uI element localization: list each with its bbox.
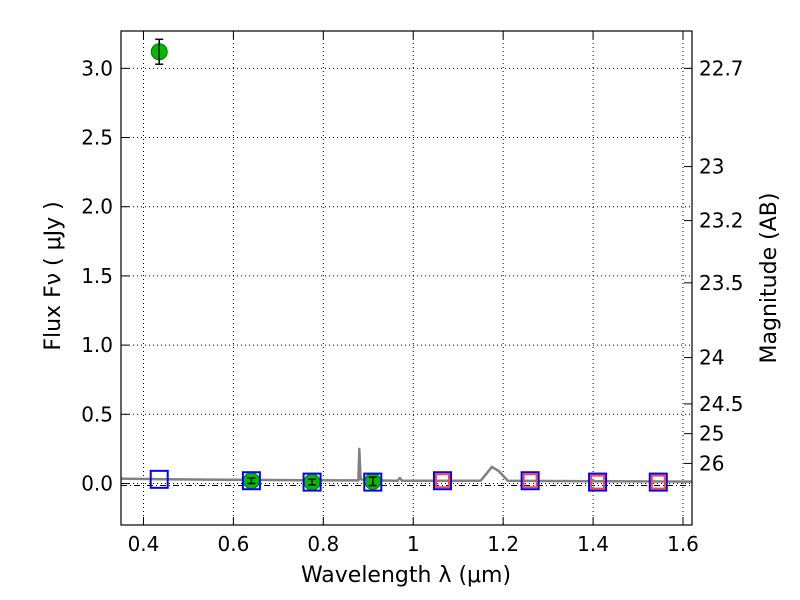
model-flux-square xyxy=(522,473,538,489)
plot-frame xyxy=(120,30,693,526)
model-flux-square xyxy=(650,474,666,490)
observed-flux-square xyxy=(648,472,668,492)
observed-flux-square xyxy=(241,471,261,491)
observed-flux-square xyxy=(149,469,169,489)
y-axis-title: Flux Fν ( μJy ) xyxy=(41,201,66,350)
y2-tick-label: 25 xyxy=(699,422,724,446)
y2-axis-title: Magnitude (AB) xyxy=(757,193,782,364)
y2-tick-label: 22.7 xyxy=(699,56,744,80)
y-tick-label: 1.5 xyxy=(81,264,113,288)
observed-flux-square xyxy=(432,471,452,491)
tick-layer xyxy=(121,31,692,525)
x-tick-label: 0.8 xyxy=(307,532,339,556)
y2-tick-label: 23 xyxy=(699,155,724,179)
y-tick-label: 2.5 xyxy=(81,126,113,150)
y-tick-label: 0.5 xyxy=(81,402,113,426)
y2-tick-label: 23.2 xyxy=(699,209,744,233)
y2-tick-label: 24 xyxy=(699,346,724,370)
y2-tick-label: 23.5 xyxy=(699,271,744,295)
observed-flux-square xyxy=(302,472,322,492)
x-tick-label: 0.6 xyxy=(217,532,249,556)
model-spectrum-layer xyxy=(120,447,693,483)
data-markers-layer xyxy=(149,38,668,492)
x-tick-label: 1 xyxy=(407,532,420,556)
x-tick-label: 1.6 xyxy=(667,532,699,556)
y2-tick-label: 26 xyxy=(699,451,724,475)
x-axis-title: Wavelength λ (μm) xyxy=(301,563,511,588)
observed-flux-square xyxy=(520,471,540,491)
model-spectrum-line xyxy=(120,447,693,483)
observed-flux-square xyxy=(588,472,608,492)
y-tick-label: 2.0 xyxy=(81,195,113,219)
y2-tick-label: 24.5 xyxy=(699,392,744,416)
x-tick-label: 1.2 xyxy=(487,532,519,556)
observed-flux-square xyxy=(363,472,383,492)
y-tick-label: 1.0 xyxy=(81,333,113,357)
x-tick-label: 1.4 xyxy=(577,532,609,556)
model-flux-square xyxy=(590,474,606,490)
model-flux-square xyxy=(434,473,450,489)
tick-label-layer: 0.4 0.6 0.8 1 1.2 1.4 1.6 0.0 0.5 1.0 1.5 2.0 2.5 3.0… xyxy=(81,56,743,556)
x-tick-label: 0.4 xyxy=(128,532,160,556)
y-tick-label: 0.0 xyxy=(81,471,113,495)
y-tick-label: 3.0 xyxy=(81,56,113,80)
